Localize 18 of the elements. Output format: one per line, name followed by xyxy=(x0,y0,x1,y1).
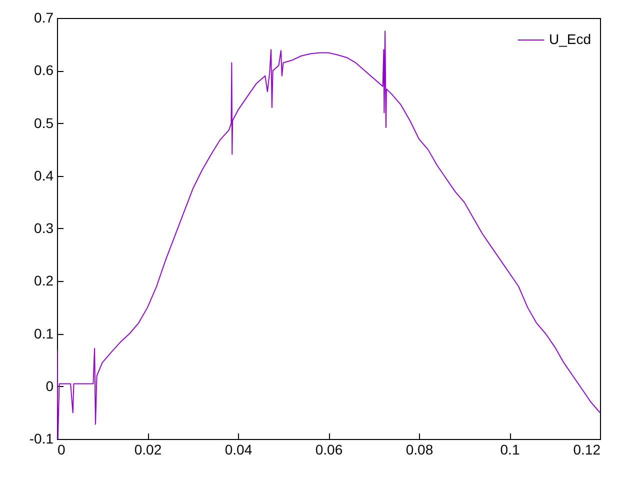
x-tick-label: 0.12 xyxy=(573,442,601,458)
x-tick-label: 0 xyxy=(58,442,66,458)
y-tick-label: 0.2 xyxy=(34,272,54,289)
line-series xyxy=(57,30,600,439)
x-tick-label: 0.04 xyxy=(224,442,252,458)
y-tick-label: 0.5 xyxy=(34,114,54,131)
x-tick-label: 0.06 xyxy=(315,442,343,458)
y-tick-label: 0.3 xyxy=(34,220,54,236)
legend-label: U_Ecd xyxy=(549,31,592,47)
y-tick-label: 0.7 xyxy=(34,10,54,26)
y-tick-label: 0 xyxy=(46,378,54,394)
y-tick-label: 0.1 xyxy=(34,325,54,342)
x-tick-label: 0.02 xyxy=(134,442,162,458)
y-tick-label: 0.4 xyxy=(34,167,54,184)
x-tick-label: 0.1 xyxy=(500,442,520,458)
x-tick-label: 0.08 xyxy=(406,442,434,458)
y-tick-label: -0.1 xyxy=(29,430,54,446)
y-tick-label: 0.6 xyxy=(34,62,54,78)
